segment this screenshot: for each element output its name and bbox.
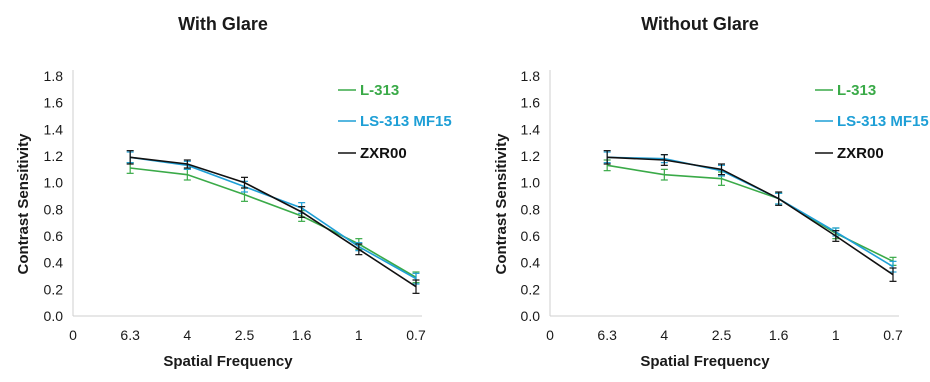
error-bar-zxr00: [718, 163, 725, 176]
series-line-ls-313-mf15: [607, 156, 894, 268]
y-tick-label: 0.2: [521, 281, 541, 297]
y-tick-label: 1.8: [521, 68, 541, 84]
legend-item-l-313: L-313: [815, 82, 876, 99]
error-bar-zxr00: [889, 267, 897, 282]
legend-label: LS-313 MF15: [360, 113, 452, 130]
y-tick-label: 1.2: [521, 148, 541, 164]
legend-item-ls-313-mf15: LS-313 MF15: [338, 113, 452, 130]
x-tick-label: 1.6: [292, 327, 312, 343]
x-tick-label: 6.3: [120, 327, 140, 343]
y-tick-label: 0.6: [44, 228, 64, 244]
y-tick-label: 0.4: [521, 255, 541, 271]
y-tick-label: 1.4: [44, 121, 64, 137]
legend-label: ZXR00: [837, 145, 884, 162]
y-tick-label: 1.0: [44, 175, 64, 191]
chart-panel-1: With Glare 0.0 0.2 0.4 0.6 0.8 1.0 1.2 1.4 1.6 1.8…: [15, 14, 452, 370]
y-tick-label: 0.0: [521, 308, 541, 324]
series-line-ls-313-mf15: [130, 156, 417, 280]
y-tick-label: 1.2: [44, 148, 64, 164]
y-axis-label: Contrast Sensitivity: [493, 133, 510, 275]
y-tick-label: 0.8: [521, 201, 541, 217]
legend-label: L-313: [837, 82, 876, 99]
error-bar-zxr00: [126, 150, 134, 165]
x-tick-label: 4: [183, 327, 191, 343]
y-tick-label: 1.4: [521, 121, 541, 137]
chart-title: Without Glare: [641, 14, 759, 34]
y-axis-label: Contrast Sensitivity: [15, 133, 32, 275]
series-line-zxr00: [607, 156, 894, 276]
x-axis-label: Spatial Frequency: [163, 353, 293, 370]
legend-item-zxr00: ZXR00: [815, 145, 884, 162]
x-tick-label: 2.5: [712, 327, 732, 343]
legend-item-zxr00: ZXR00: [338, 145, 407, 162]
error-bar-zxr00: [298, 206, 306, 218]
series-line-l-313: [130, 167, 417, 279]
x-tick-label: 1.6: [769, 327, 789, 343]
error-bar-l-313: [660, 168, 668, 181]
y-tick-label: 1.8: [44, 68, 64, 84]
chart-panel-2: Without Glare 0.0 0.2 0.4 0.6 0.8 1.0 1.2 1.4 1.6…: [493, 14, 929, 370]
x-tick-label: 0.7: [406, 327, 426, 343]
y-tick-label: 1.6: [521, 95, 541, 111]
y-tick-label: 0.4: [44, 255, 64, 271]
legend-label: L-313: [360, 82, 399, 99]
error-bar-zxr00: [832, 230, 840, 242]
x-tick-label: 4: [660, 327, 668, 343]
error-bar-zxr00: [412, 279, 420, 294]
legend-item-ls-313-mf15: LS-313 MF15: [815, 113, 929, 130]
error-bar-zxr00: [355, 243, 363, 256]
y-tick-label: 0.0: [44, 308, 64, 324]
series-line-l-313: [607, 164, 894, 263]
y-tick-label: 1.6: [44, 95, 64, 111]
x-tick-label: 2.5: [235, 327, 255, 343]
y-tick-label: 0.6: [521, 228, 541, 244]
error-bar-zxr00: [775, 191, 783, 206]
y-tick-label: 0.8: [44, 201, 64, 217]
x-tick-label: 1: [355, 327, 363, 343]
error-bar-zxr00: [241, 176, 248, 189]
chart-title: With Glare: [178, 14, 268, 34]
error-bar-zxr00: [603, 150, 611, 165]
legend-item-l-313: L-313: [338, 82, 399, 99]
x-tick-label: 0.7: [883, 327, 903, 343]
error-bar-zxr00: [660, 154, 668, 166]
x-tick-label: 6.3: [597, 327, 617, 343]
x-axis-label: Spatial Frequency: [640, 353, 770, 370]
legend-label: LS-313 MF15: [837, 113, 929, 130]
series-line-zxr00: [130, 156, 417, 288]
x-tick-label: 1: [832, 327, 840, 343]
legend-label: ZXR00: [360, 145, 407, 162]
x-tick-label: 0: [546, 327, 554, 343]
y-tick-label: 1.0: [521, 175, 541, 191]
x-tick-label: 0: [69, 327, 77, 343]
error-bar-zxr00: [183, 159, 191, 169]
y-tick-label: 0.2: [44, 281, 64, 297]
